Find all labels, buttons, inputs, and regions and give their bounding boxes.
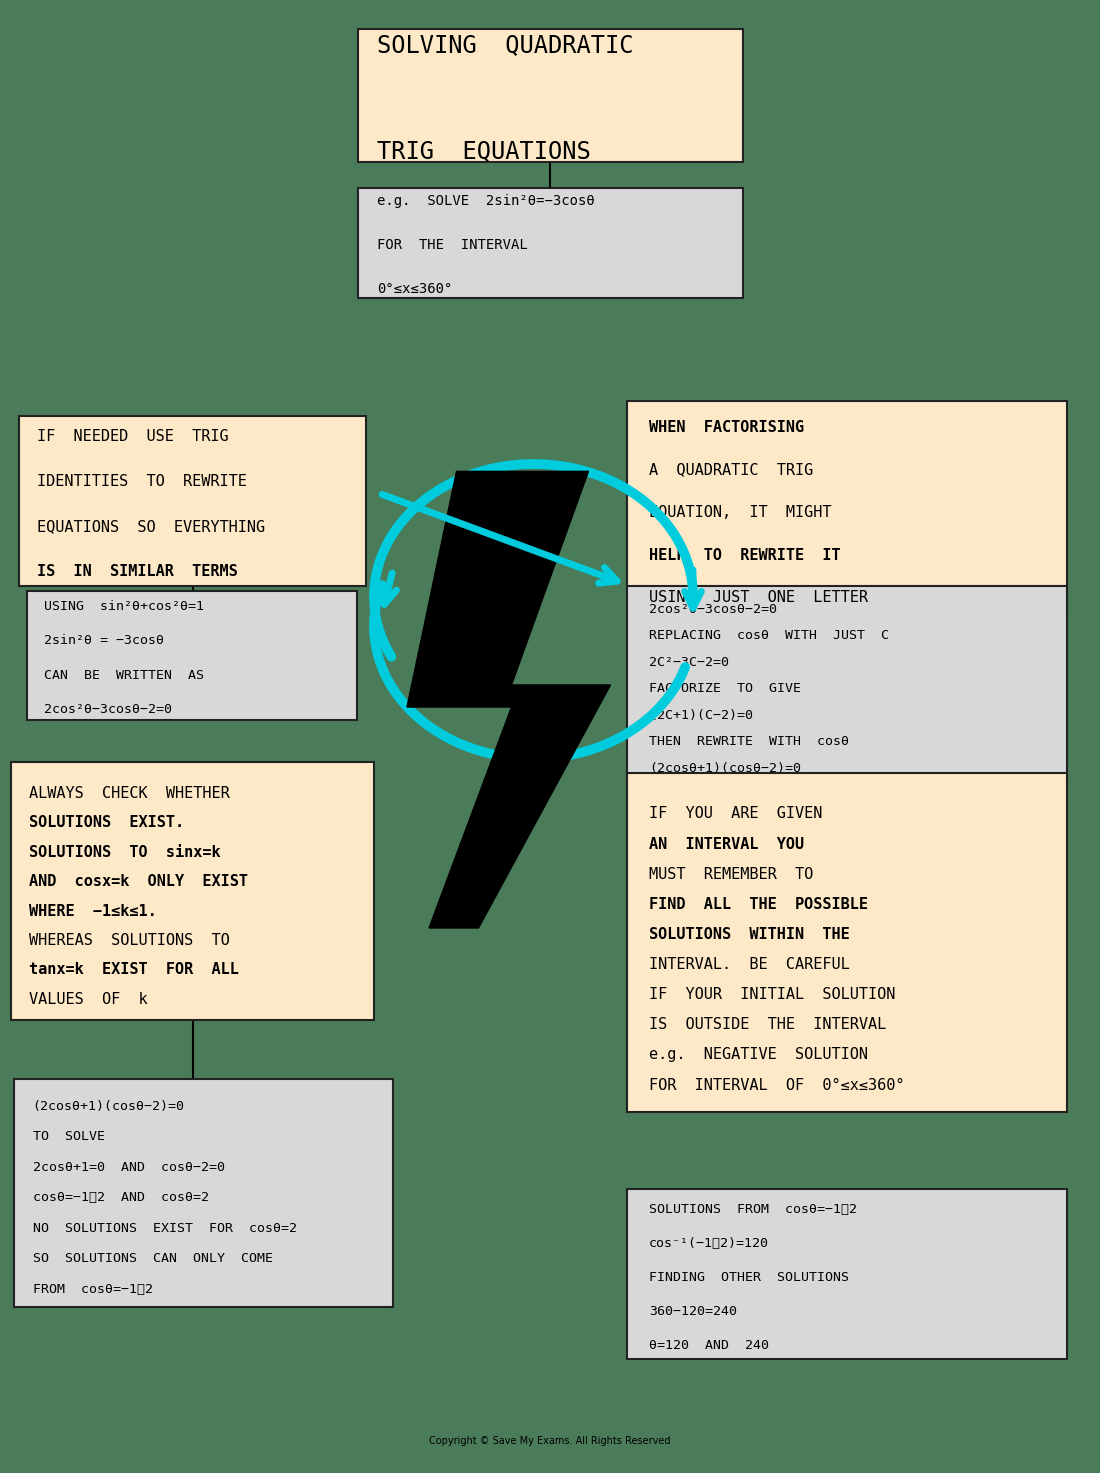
Text: REPLACING  cosθ  WITH  JUST  C: REPLACING cosθ WITH JUST C xyxy=(649,629,889,642)
FancyBboxPatch shape xyxy=(28,591,358,720)
Text: WHERE  −1≤k≤1.: WHERE −1≤k≤1. xyxy=(29,903,157,919)
Text: cos⁻¹(−1⁄2)=120: cos⁻¹(−1⁄2)=120 xyxy=(649,1237,769,1251)
Text: cosθ=−1⁄2  AND  cosθ=2: cosθ=−1⁄2 AND cosθ=2 xyxy=(33,1192,209,1205)
Text: SOLUTIONS  EXIST.: SOLUTIONS EXIST. xyxy=(29,815,185,831)
Text: Copyright © Save My Exams. All Rights Reserved: Copyright © Save My Exams. All Rights Re… xyxy=(429,1436,671,1445)
Text: THEN  REWRITE  WITH  cosθ: THEN REWRITE WITH cosθ xyxy=(649,735,849,748)
Text: WHEREAS  SOLUTIONS  TO: WHEREAS SOLUTIONS TO xyxy=(29,932,230,949)
Text: SOLUTIONS  WITHIN  THE: SOLUTIONS WITHIN THE xyxy=(649,927,850,941)
Text: FOR  INTERVAL  OF  0°≤x≤360°: FOR INTERVAL OF 0°≤x≤360° xyxy=(649,1078,904,1093)
Text: VALUES  OF  k: VALUES OF k xyxy=(29,991,147,1008)
FancyBboxPatch shape xyxy=(14,1078,394,1308)
Text: FROM  cosθ=−1⁄2: FROM cosθ=−1⁄2 xyxy=(33,1283,153,1296)
Text: e.g.  SOLVE  2sin²θ=−3cosθ: e.g. SOLVE 2sin²θ=−3cosθ xyxy=(376,194,594,208)
Text: 0°≤x≤360°: 0°≤x≤360° xyxy=(376,283,452,296)
Text: SOLVING  QUADRATIC: SOLVING QUADRATIC xyxy=(376,34,634,57)
Text: IDENTITIES  TO  REWRITE: IDENTITIES TO REWRITE xyxy=(36,474,246,489)
Text: USING  JUST  ONE  LETTER: USING JUST ONE LETTER xyxy=(649,591,868,605)
Text: 2sin²θ = −3cosθ: 2sin²θ = −3cosθ xyxy=(44,635,164,647)
Text: TO  SOLVE: TO SOLVE xyxy=(33,1130,104,1143)
FancyBboxPatch shape xyxy=(19,415,365,585)
Text: HELP  TO  REWRITE  IT: HELP TO REWRITE IT xyxy=(649,548,840,563)
Text: θ=120  AND  240: θ=120 AND 240 xyxy=(649,1339,769,1352)
FancyBboxPatch shape xyxy=(627,585,1067,784)
Text: FIND  ALL  THE  POSSIBLE: FIND ALL THE POSSIBLE xyxy=(649,897,868,912)
Text: SO  SOLUTIONS  CAN  ONLY  COME: SO SOLUTIONS CAN ONLY COME xyxy=(33,1252,273,1265)
FancyBboxPatch shape xyxy=(627,401,1067,616)
Text: AND  cosx=k  ONLY  EXIST: AND cosx=k ONLY EXIST xyxy=(29,873,249,890)
Text: e.g.  NEGATIVE  SOLUTION: e.g. NEGATIVE SOLUTION xyxy=(649,1047,868,1062)
Text: (2cosθ+1)(cosθ−2)=0: (2cosθ+1)(cosθ−2)=0 xyxy=(649,762,801,775)
Text: IF  NEEDED  USE  TRIG: IF NEEDED USE TRIG xyxy=(36,429,228,443)
Text: MUST  REMEMBER  TO: MUST REMEMBER TO xyxy=(649,866,813,882)
Text: EQUATION,  IT  MIGHT: EQUATION, IT MIGHT xyxy=(649,505,832,520)
Text: USING  sin²θ+cos²θ=1: USING sin²θ+cos²θ=1 xyxy=(44,600,204,613)
Text: SOLUTIONS  TO  sinx=k: SOLUTIONS TO sinx=k xyxy=(29,844,221,860)
Text: 2cos²θ−3cosθ−2=0: 2cos²θ−3cosθ−2=0 xyxy=(44,704,172,716)
FancyBboxPatch shape xyxy=(358,189,742,298)
Text: IF  YOU  ARE  GIVEN: IF YOU ARE GIVEN xyxy=(649,807,823,822)
Text: (2C+1)(C−2)=0: (2C+1)(C−2)=0 xyxy=(649,709,754,722)
Text: 2cos²θ−3cosθ−2=0: 2cos²θ−3cosθ−2=0 xyxy=(649,602,777,616)
Text: AN  INTERVAL  YOU: AN INTERVAL YOU xyxy=(649,837,804,851)
Text: NO  SOLUTIONS  EXIST  FOR  cosθ=2: NO SOLUTIONS EXIST FOR cosθ=2 xyxy=(33,1221,297,1234)
Text: CAN  BE  WRITTEN  AS: CAN BE WRITTEN AS xyxy=(44,669,204,682)
FancyBboxPatch shape xyxy=(627,773,1067,1112)
Text: WHEN  FACTORISING: WHEN FACTORISING xyxy=(649,420,804,435)
FancyBboxPatch shape xyxy=(627,1190,1067,1358)
Text: TRIG  EQUATIONS: TRIG EQUATIONS xyxy=(376,140,591,164)
FancyBboxPatch shape xyxy=(11,763,374,1019)
Text: SOLUTIONS  FROM  cosθ=−1⁄2: SOLUTIONS FROM cosθ=−1⁄2 xyxy=(649,1203,857,1217)
Text: tanx=k  EXIST  FOR  ALL: tanx=k EXIST FOR ALL xyxy=(29,962,239,978)
Text: (2cosθ+1)(cosθ−2)=0: (2cosθ+1)(cosθ−2)=0 xyxy=(33,1100,185,1114)
Polygon shape xyxy=(407,471,610,928)
Text: INTERVAL.  BE  CAREFUL: INTERVAL. BE CAREFUL xyxy=(649,957,850,972)
Text: EQUATIONS  SO  EVERYTHING: EQUATIONS SO EVERYTHING xyxy=(36,520,265,535)
Text: 360−120=240: 360−120=240 xyxy=(649,1305,737,1318)
Text: FINDING  OTHER  SOLUTIONS: FINDING OTHER SOLUTIONS xyxy=(649,1271,849,1284)
Text: ALWAYS  CHECK  WHETHER: ALWAYS CHECK WHETHER xyxy=(29,785,230,801)
Text: FACTORIZE  TO  GIVE: FACTORIZE TO GIVE xyxy=(649,682,801,695)
Text: 2C²−3C−2=0: 2C²−3C−2=0 xyxy=(649,655,729,669)
Text: 2cosθ+1=0  AND  cosθ−2=0: 2cosθ+1=0 AND cosθ−2=0 xyxy=(33,1161,224,1174)
Text: FOR  THE  INTERVAL: FOR THE INTERVAL xyxy=(376,239,528,252)
Text: IS  IN  SIMILAR  TERMS: IS IN SIMILAR TERMS xyxy=(36,564,238,579)
Text: IS  OUTSIDE  THE  INTERVAL: IS OUTSIDE THE INTERVAL xyxy=(649,1018,887,1033)
Text: A  QUADRATIC  TRIG: A QUADRATIC TRIG xyxy=(649,463,813,477)
FancyBboxPatch shape xyxy=(358,29,742,162)
Text: IF  YOUR  INITIAL  SOLUTION: IF YOUR INITIAL SOLUTION xyxy=(649,987,895,1002)
